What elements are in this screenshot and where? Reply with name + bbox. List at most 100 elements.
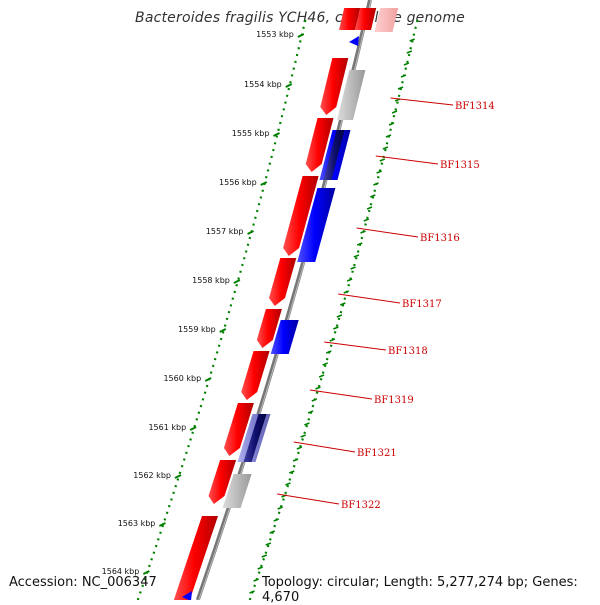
- kbp-tick-label: 1561 kbp: [148, 423, 186, 432]
- gene-label: BF1314: [455, 101, 495, 112]
- forward-gene: [269, 258, 297, 306]
- inner-tick-mark: [273, 518, 280, 522]
- inner-tick-mark: [350, 266, 356, 270]
- accession-text: Accession: NC_006347: [9, 575, 157, 590]
- kbp-tick-mark: [219, 328, 227, 333]
- kbp-tick-mark: [285, 83, 293, 88]
- inner-tick-mark: [400, 74, 407, 78]
- inner-tick-mark: [315, 386, 321, 390]
- kbp-tick-mark: [247, 230, 254, 235]
- forward-gene: [283, 176, 319, 256]
- forward-gene: [305, 118, 334, 172]
- inner-tick-mark: [329, 338, 336, 342]
- forward-gene: [355, 8, 377, 30]
- inner-tick-mark: [300, 434, 306, 438]
- forward-gene: [223, 403, 254, 456]
- gene-label: BF1318: [388, 346, 428, 357]
- forward-gene: [241, 351, 270, 400]
- forward-gene: [320, 58, 349, 115]
- inner-tick-mark: [385, 134, 392, 138]
- dark-gene: [243, 414, 267, 462]
- gene-label-leader: [338, 293, 401, 304]
- reverse-gene: [270, 320, 299, 354]
- inner-tick-mark: [360, 230, 366, 234]
- inner-tick-mark: [373, 182, 379, 186]
- inner-tick-mark: [269, 530, 276, 534]
- kbp-tick-mark: [174, 474, 182, 479]
- inner-tick-mark: [343, 290, 350, 294]
- kbp-tick-label: 1555 kbp: [232, 129, 270, 138]
- gene-label: BF1317: [402, 299, 442, 310]
- kbp-tick-label: 1557 kbp: [206, 227, 244, 236]
- kbp-tick-label: 1560 kbp: [163, 374, 201, 383]
- gene-label: BF1316: [420, 233, 460, 244]
- kbp-tick-mark: [158, 522, 166, 527]
- inner-tick-mark: [307, 410, 314, 414]
- kbp-tick-label: 1554 kbp: [244, 80, 282, 89]
- gene-label-leader: [324, 341, 387, 351]
- gene-label: BF1321: [357, 448, 397, 459]
- inner-tick-mark: [249, 590, 255, 594]
- inner-tick-mark: [397, 86, 404, 90]
- reverse-gene: [297, 188, 336, 262]
- dark-gene: [323, 130, 345, 180]
- gene-label-leader: [277, 493, 340, 505]
- kbp-tick-label: 1558 kbp: [192, 276, 230, 285]
- inner-tick-mark: [376, 170, 382, 174]
- kbp-tick-mark: [297, 33, 305, 38]
- inner-tick-mark: [363, 218, 370, 222]
- inner-tick-mark: [277, 506, 283, 510]
- inner-tick-mark: [403, 62, 410, 66]
- inner-tick-mark: [325, 350, 332, 354]
- gene-label-leader: [309, 389, 373, 400]
- pale-gene: [374, 8, 399, 32]
- gene-label-leader: [375, 155, 439, 165]
- kbp-tick-mark: [189, 426, 197, 431]
- kbp-tick-mark: [142, 570, 150, 575]
- inner-tick-mark: [356, 242, 363, 246]
- inner-tick-mark: [379, 158, 386, 162]
- inner-tick-mark: [311, 398, 318, 402]
- inner-tick-mark: [346, 278, 353, 282]
- inner-tick-mark: [253, 578, 259, 582]
- small-reverse-arrow: [349, 36, 359, 46]
- gene-label-leader: [390, 97, 454, 106]
- inner-tick-mark: [409, 38, 415, 42]
- gene-label: BF1322: [341, 500, 381, 511]
- inner-tick-mark: [340, 302, 346, 306]
- inner-tick-mark: [333, 326, 339, 330]
- inner-tick-mark: [391, 110, 398, 114]
- inner-tick-mark: [406, 50, 413, 54]
- inner-tick-mark: [382, 146, 389, 150]
- forward-gene: [256, 309, 282, 348]
- gene-label: BF1315: [440, 160, 480, 171]
- inner-tick-mark: [288, 470, 295, 474]
- inner-tick-mark: [265, 542, 272, 546]
- gene-label-leader: [356, 227, 419, 238]
- inner-tick-mark: [369, 194, 376, 198]
- inner-tick-mark: [285, 482, 291, 486]
- kbp-tick-label: 1563 kbp: [118, 519, 156, 528]
- inner-tick-mark: [304, 422, 310, 426]
- forward-gene: [339, 8, 361, 30]
- kbp-tick-label: 1553 kbp: [256, 30, 294, 39]
- inner-tick-mark: [257, 566, 264, 570]
- gray-gene: [337, 70, 366, 120]
- outer-dotted-track: [136, 19, 307, 600]
- gray-gene: [222, 474, 252, 508]
- inner-tick-mark: [296, 446, 303, 450]
- inner-tick-mark: [292, 458, 299, 462]
- kbp-tick-mark: [273, 132, 280, 137]
- inner-tick-mark: [261, 554, 268, 558]
- genome-summary-text: Topology: circular; Length: 5,277,274 bp…: [262, 575, 578, 605]
- kbp-tick-mark: [204, 377, 212, 382]
- gene-label-leader: [293, 441, 356, 453]
- forward-gene: [208, 460, 237, 504]
- kbp-tick-label: 1562 kbp: [133, 471, 171, 480]
- inner-tick-mark: [388, 122, 395, 126]
- kbp-tick-mark: [260, 181, 268, 186]
- inner-tick-mark: [318, 374, 325, 378]
- inner-dotted-track: [248, 19, 419, 600]
- inner-tick-mark: [353, 254, 360, 258]
